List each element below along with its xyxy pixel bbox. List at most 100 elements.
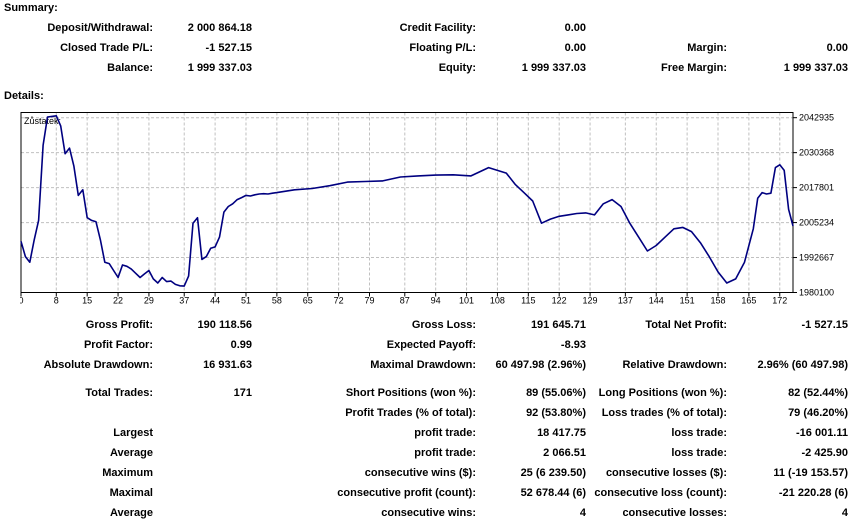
average-label: Average bbox=[109, 447, 153, 459]
average-profit-label: profit trade: bbox=[414, 447, 476, 459]
free-margin-value: 1 999 337.03 bbox=[783, 62, 848, 74]
x-tick-label: 129 bbox=[583, 296, 598, 306]
chart-x-ticks: 0 8 15 22 29 37 44 51 58 65 72 79 87 94 101 108 115 122 12… bbox=[18, 292, 787, 306]
largest-profit-label: profit trade: bbox=[414, 427, 476, 439]
profit-factor-value: 0.99 bbox=[230, 339, 252, 351]
x-tick-label: 101 bbox=[459, 296, 474, 306]
credit-value: 0.00 bbox=[564, 22, 586, 34]
maximal-profit-label: consecutive profit (count): bbox=[337, 487, 476, 499]
avg-cons-wins-value: 4 bbox=[579, 507, 586, 519]
x-tick-label: 172 bbox=[772, 296, 787, 306]
short-positions-value: 89 (55.06%) bbox=[526, 387, 586, 399]
relative-drawdown-value: 2.96% (60 497.98) bbox=[757, 359, 848, 371]
x-tick-label: 58 bbox=[272, 296, 282, 306]
expected-payoff-label: Expected Payoff: bbox=[386, 339, 476, 351]
gross-profit-value: 190 118.56 bbox=[197, 319, 252, 331]
max-cons-wins-value: 25 (6 239.50) bbox=[520, 467, 586, 479]
x-tick-label: 22 bbox=[113, 296, 123, 306]
margin-value: 0.00 bbox=[826, 42, 848, 54]
chart-grid bbox=[21, 112, 793, 293]
total-net-profit-label: Total Net Profit: bbox=[645, 319, 727, 331]
balance-label: Balance: bbox=[107, 62, 153, 74]
maximum-label: Maximum bbox=[102, 467, 153, 479]
maximal-profit-value: 52 678.44 (6) bbox=[520, 487, 586, 499]
profit-trades-label: Profit Trades (% of total): bbox=[345, 407, 476, 419]
gross-profit-label: Gross Profit: bbox=[85, 319, 153, 331]
chart-title: Zůstatek: bbox=[24, 116, 61, 126]
balance-chart: Zůstatek: 1980100 1992667 2005234 2017801 20… bbox=[18, 112, 856, 307]
short-positions-label: Short Positions (won %): bbox=[345, 387, 476, 399]
y-tick-label: 2017801 bbox=[799, 183, 834, 193]
x-tick-label: 72 bbox=[334, 296, 344, 306]
avg-cons-losses-label: consecutive losses: bbox=[622, 507, 727, 519]
max-cons-wins-label: consecutive wins ($): bbox=[364, 467, 476, 479]
expected-payoff-value: -8.93 bbox=[560, 339, 586, 351]
closed-pl-value: -1 527.15 bbox=[205, 42, 252, 54]
equity-value: 1 999 337.03 bbox=[521, 62, 586, 74]
max-cons-losses-label: consecutive losses ($): bbox=[605, 467, 727, 479]
average2-label: Average bbox=[109, 507, 153, 519]
x-tick-label: 122 bbox=[552, 296, 567, 306]
x-tick-label: 51 bbox=[241, 296, 251, 306]
margin-label: Margin: bbox=[687, 42, 727, 54]
credit-label: Credit Facility: bbox=[399, 22, 476, 34]
largest-profit-value: 18 417.75 bbox=[537, 427, 586, 439]
equity-label: Equity: bbox=[438, 62, 476, 74]
max-cons-losses-value: 11 (-19 153.57) bbox=[773, 467, 848, 479]
loss-trades-label: Loss trades (% of total): bbox=[601, 407, 727, 419]
avg-cons-losses-value: 4 bbox=[841, 507, 848, 519]
chart-y-ticks: 1980100 1992667 2005234 2017801 2030368 20429… bbox=[793, 113, 834, 298]
maximal-loss-value: -21 220.28 (6) bbox=[778, 487, 848, 499]
x-tick-label: 29 bbox=[144, 296, 154, 306]
profit-factor-label: Profit Factor: bbox=[83, 339, 153, 351]
profit-trades-value: 92 (53.80%) bbox=[526, 407, 586, 419]
x-tick-label: 8 bbox=[54, 296, 59, 306]
chart-series-layer bbox=[20, 114, 794, 287]
floating-pl-value: 0.00 bbox=[564, 42, 586, 54]
details-heading: Details: bbox=[4, 90, 44, 102]
average-profit-value: 2 066.51 bbox=[543, 447, 586, 459]
x-tick-label: 137 bbox=[618, 296, 633, 306]
loss-trades-value: 79 (46.20%) bbox=[788, 407, 848, 419]
largest-label: Largest bbox=[113, 427, 153, 439]
gross-loss-label: Gross Loss: bbox=[411, 319, 476, 331]
gross-loss-value: 191 645.71 bbox=[530, 319, 586, 331]
absolute-drawdown-label: Absolute Drawdown: bbox=[43, 359, 153, 371]
y-tick-label: 1980100 bbox=[799, 288, 834, 298]
x-tick-label: 115 bbox=[521, 296, 535, 306]
y-tick-label: 2005234 bbox=[799, 218, 834, 228]
absolute-drawdown-value: 16 931.63 bbox=[203, 359, 252, 371]
x-tick-label: 151 bbox=[680, 296, 695, 306]
avg-cons-wins-label: consecutive wins: bbox=[381, 507, 476, 519]
largest-loss-value: -16 001.11 bbox=[796, 427, 848, 439]
y-tick-label: 2030368 bbox=[799, 148, 834, 158]
long-positions-label: Long Positions (won %): bbox=[598, 387, 727, 399]
total-trades-label: Total Trades: bbox=[85, 387, 153, 399]
x-tick-label: 44 bbox=[210, 296, 220, 306]
maximal-drawdown-label: Maximal Drawdown: bbox=[370, 359, 476, 371]
x-tick-label: 108 bbox=[490, 296, 505, 306]
x-tick-label: 94 bbox=[431, 296, 441, 306]
x-tick-label: 79 bbox=[364, 296, 374, 306]
x-tick-label: 158 bbox=[710, 296, 725, 306]
relative-drawdown-label: Relative Drawdown: bbox=[622, 359, 727, 371]
balance-value: 1 999 337.03 bbox=[187, 62, 252, 74]
balance-chart-svg: Zůstatek: 1980100 1992667 2005234 2017801 20… bbox=[18, 112, 834, 306]
x-tick-label: 87 bbox=[400, 296, 410, 306]
maximal-loss-label: consecutive loss (count): bbox=[594, 487, 727, 499]
chart-plot-frame bbox=[20, 112, 794, 293]
x-tick-label: 15 bbox=[82, 296, 92, 306]
closed-pl-label: Closed Trade P/L: bbox=[60, 42, 153, 54]
total-net-profit-value: -1 527.15 bbox=[801, 319, 848, 331]
largest-loss-label: loss trade: bbox=[671, 427, 727, 439]
y-tick-label: 2042935 bbox=[799, 113, 834, 123]
summary-heading: Summary: bbox=[4, 2, 58, 14]
x-tick-label: 65 bbox=[303, 296, 313, 306]
balance-series-line bbox=[20, 114, 794, 287]
long-positions-value: 82 (52.44%) bbox=[788, 387, 848, 399]
y-tick-label: 1992667 bbox=[799, 253, 834, 263]
average-loss-label: loss trade: bbox=[671, 447, 727, 459]
deposit-value: 2 000 864.18 bbox=[187, 22, 252, 34]
maximal-label: Maximal bbox=[109, 487, 153, 499]
deposit-label: Deposit/Withdrawal: bbox=[47, 22, 153, 34]
